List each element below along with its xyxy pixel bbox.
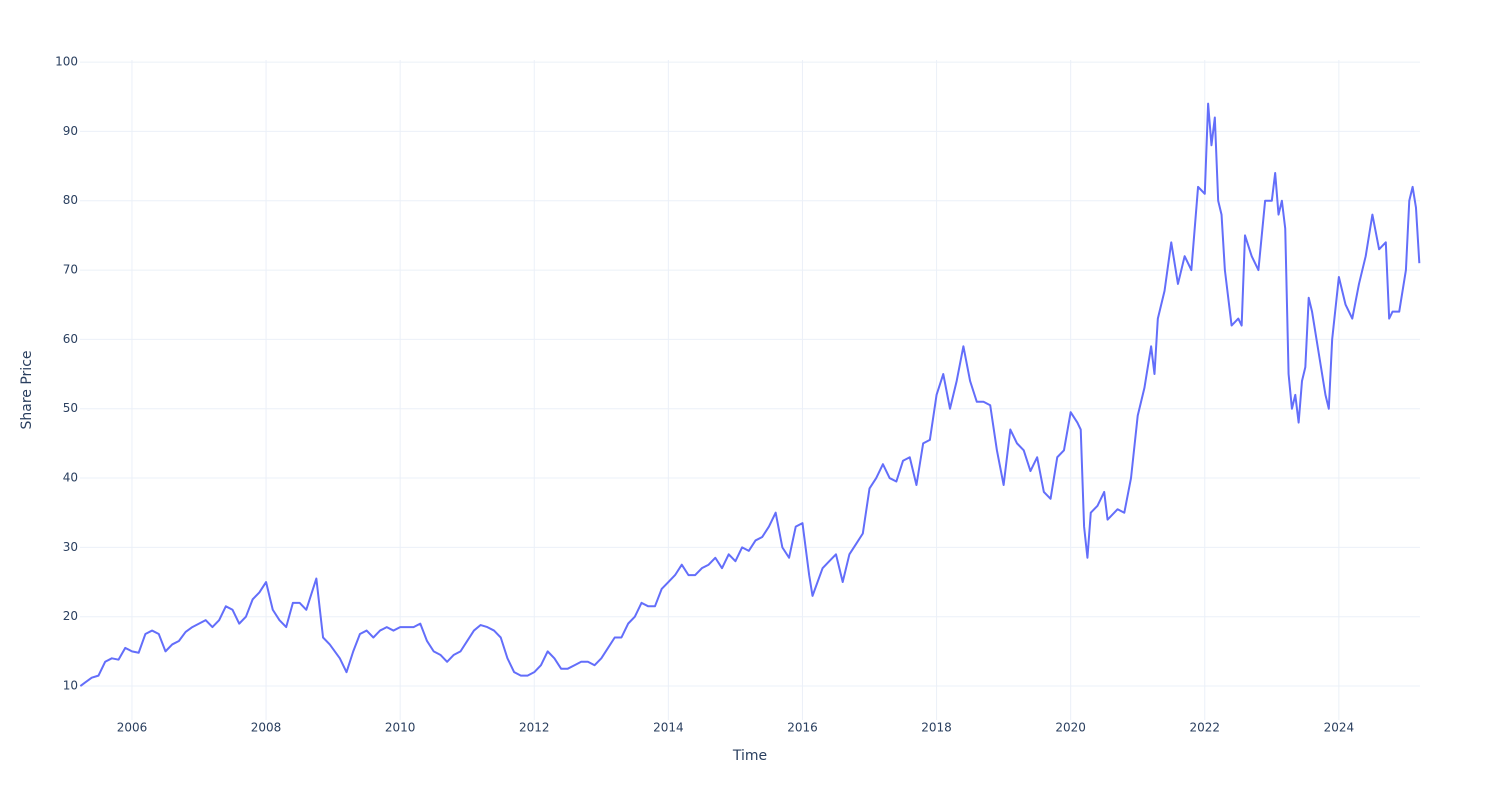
x-tick-label: 2022 <box>1189 721 1220 735</box>
x-axis-title: Time <box>732 748 767 764</box>
x-tick-label: 2010 <box>385 721 416 735</box>
x-tick-label: 2006 <box>117 721 148 735</box>
x-tick-label: 2024 <box>1324 721 1355 735</box>
y-tick-label: 100 <box>55 55 78 69</box>
y-tick-label: 20 <box>63 609 78 623</box>
y-tick-label: 70 <box>63 263 78 277</box>
x-tick-label: 2020 <box>1055 721 1086 735</box>
y-tick-label: 30 <box>63 540 78 554</box>
y-tick-label: 40 <box>63 471 78 485</box>
x-tick-label: 2014 <box>653 721 684 735</box>
x-tick-label: 2016 <box>787 721 818 735</box>
y-tick-label: 90 <box>63 124 78 138</box>
y-tick-label: 50 <box>63 401 78 415</box>
y-axis-title: Share Price <box>19 350 35 429</box>
y-tick-label: 10 <box>63 679 78 693</box>
y-tick-label: 60 <box>63 332 78 346</box>
price-line <box>79 102 1421 687</box>
x-tick-label: 2012 <box>519 721 550 735</box>
x-tick-label: 2018 <box>921 721 952 735</box>
y-tick-label: 80 <box>63 193 78 207</box>
x-tick-label: 2008 <box>251 721 282 735</box>
